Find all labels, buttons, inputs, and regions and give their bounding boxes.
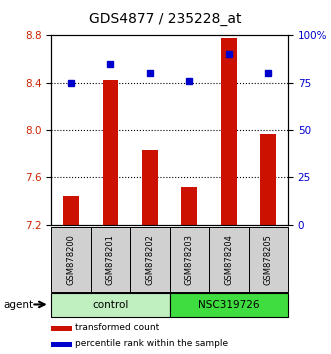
Bar: [51, 326, 71, 331]
Bar: [169, 293, 288, 317]
Bar: [260, 134, 276, 225]
Bar: [51, 227, 91, 292]
Bar: [91, 227, 130, 292]
Text: control: control: [92, 300, 129, 310]
Bar: [209, 227, 249, 292]
Text: GSM878200: GSM878200: [67, 234, 75, 285]
Text: GSM878202: GSM878202: [145, 234, 155, 285]
Bar: [181, 187, 197, 225]
Bar: [103, 80, 118, 225]
Text: NSC319726: NSC319726: [198, 300, 260, 310]
Bar: [169, 227, 209, 292]
Bar: [51, 293, 169, 317]
Bar: [130, 227, 169, 292]
Bar: [249, 227, 288, 292]
Bar: [63, 196, 79, 225]
Bar: [221, 38, 237, 225]
Text: GSM878205: GSM878205: [264, 234, 273, 285]
Text: GSM878203: GSM878203: [185, 234, 194, 285]
Text: GSM878204: GSM878204: [224, 234, 233, 285]
Text: percentile rank within the sample: percentile rank within the sample: [75, 339, 228, 348]
Text: transformed count: transformed count: [75, 323, 159, 332]
Text: agent: agent: [3, 300, 33, 310]
Text: GSM878201: GSM878201: [106, 234, 115, 285]
Text: GDS4877 / 235228_at: GDS4877 / 235228_at: [89, 12, 242, 27]
Bar: [142, 150, 158, 225]
Bar: [51, 342, 71, 347]
